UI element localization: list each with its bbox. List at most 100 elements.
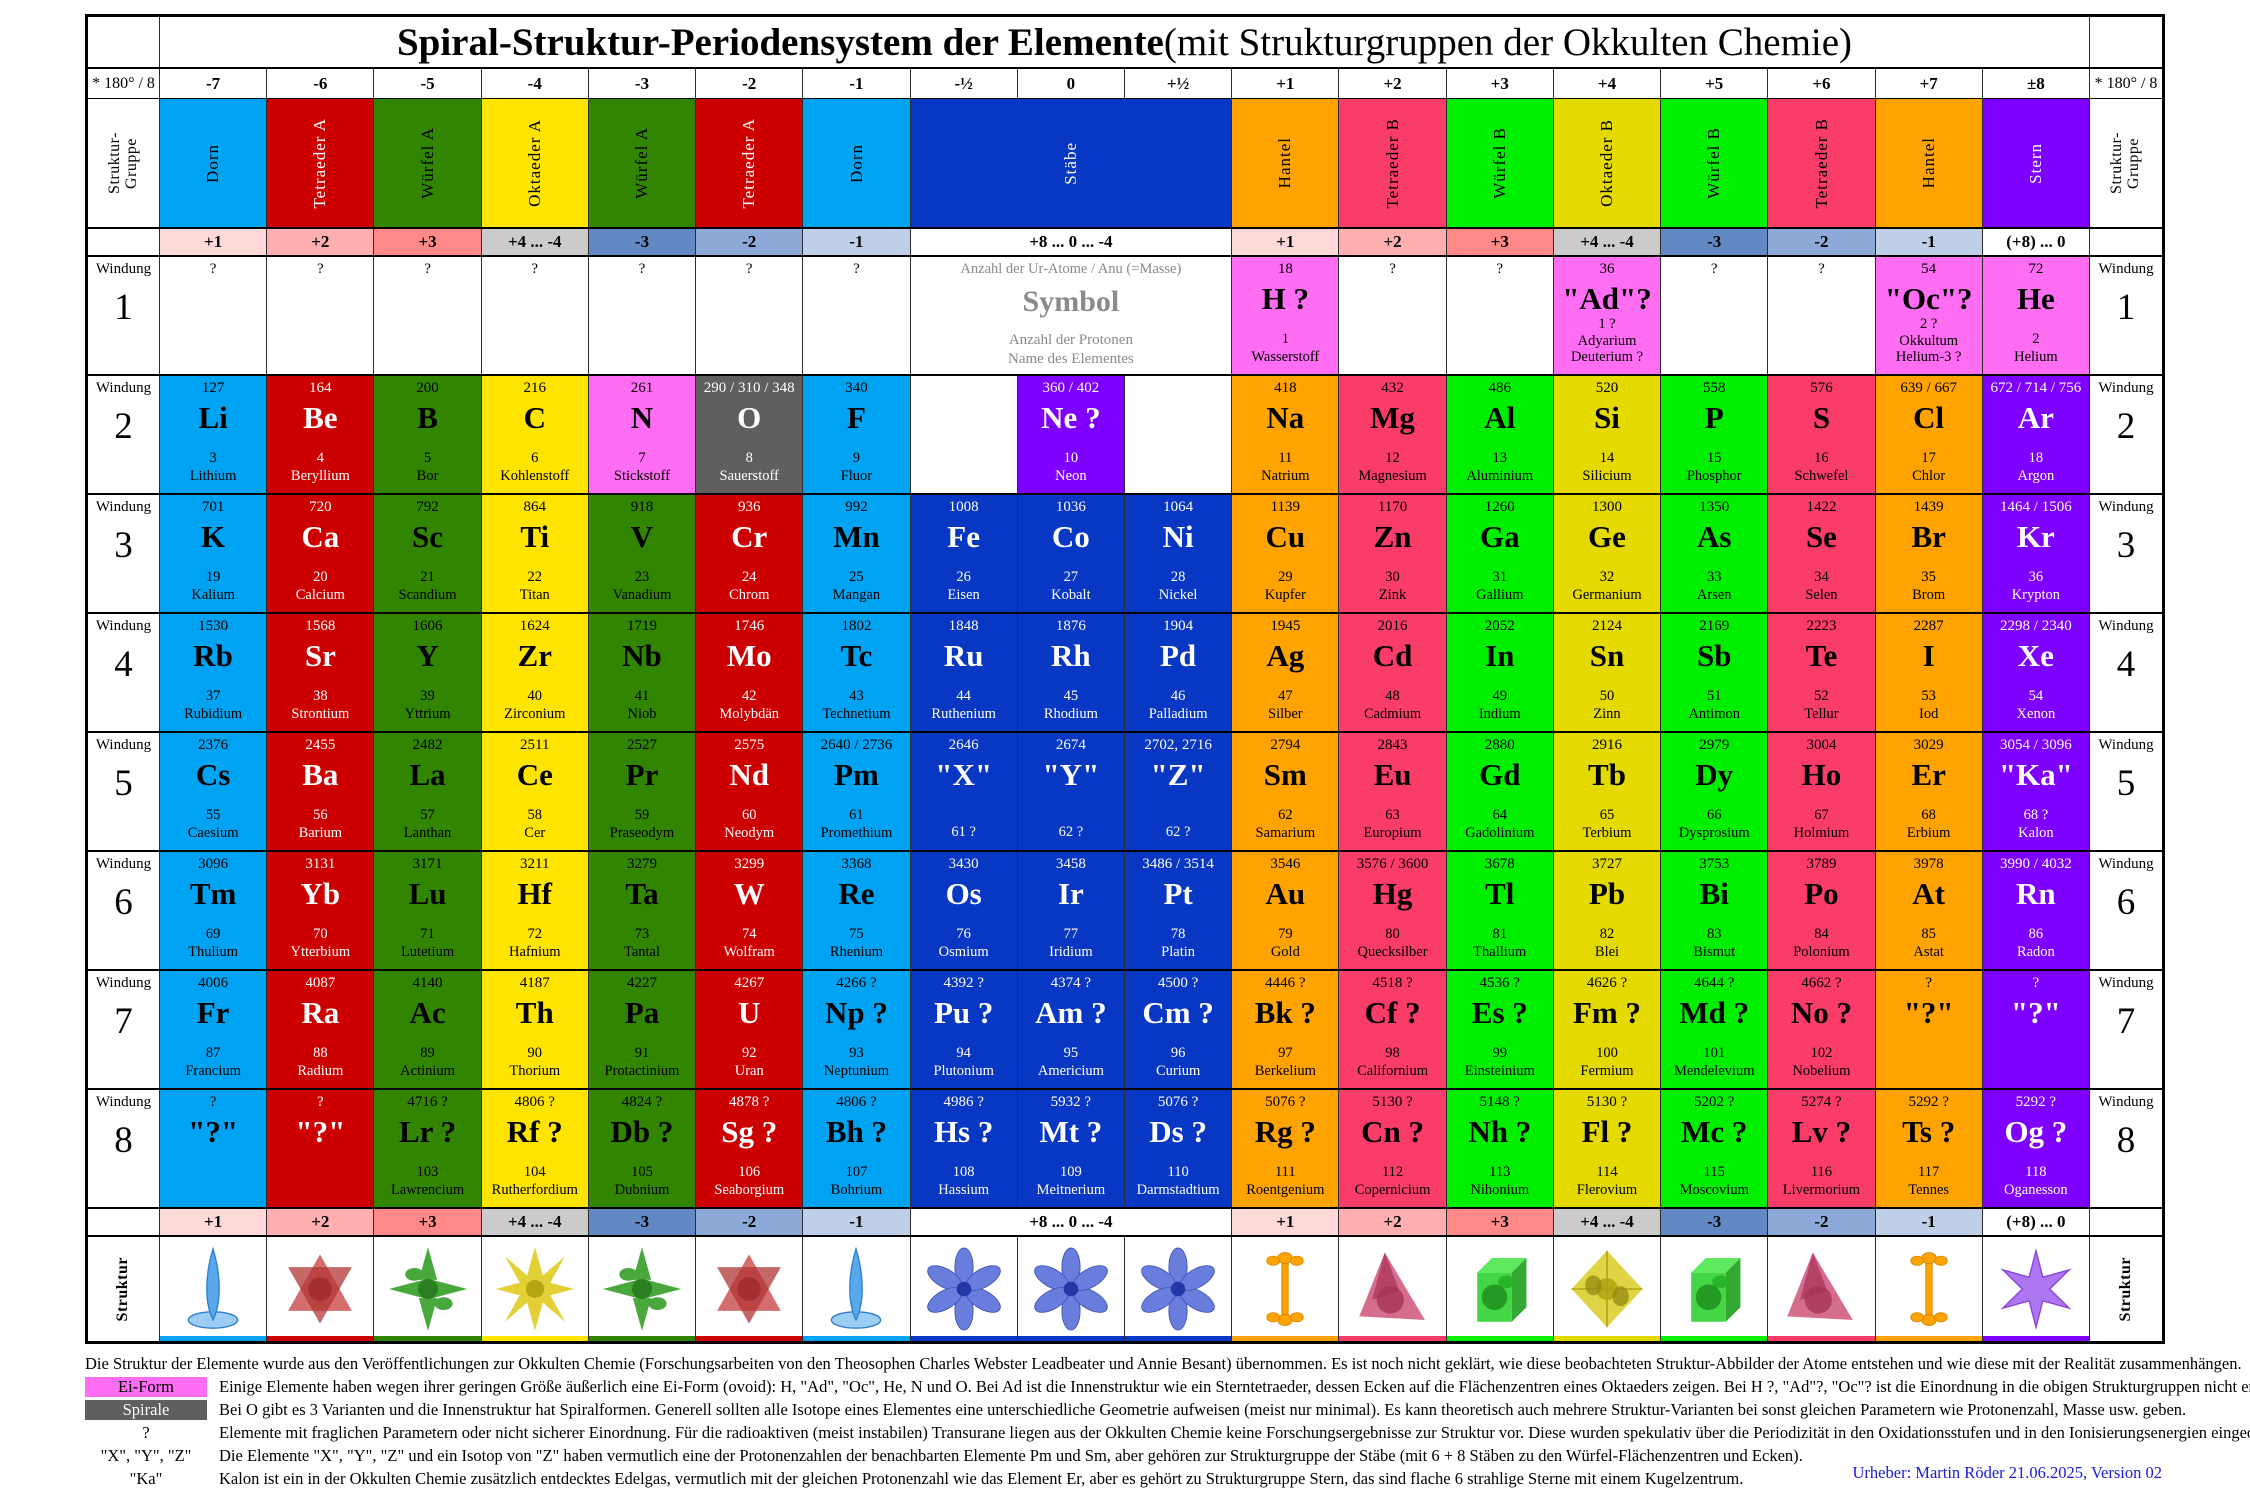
element-symbol: Mg <box>1370 400 1415 435</box>
windung-label-left: Windung 6 <box>88 852 160 969</box>
windung-number: 4 <box>114 644 133 685</box>
element-name: Schwefel <box>1794 467 1849 484</box>
element-protons: 35 <box>1921 569 1936 586</box>
element-cell-Ga: 1260 Ga 31 Gallium <box>1446 495 1554 612</box>
element-symbol: In <box>1485 638 1515 673</box>
angle-label: +7 <box>1876 69 1983 98</box>
group-label: Würfel B <box>1704 127 1724 199</box>
element-cell-Fl?: 5130 ? Fl ? 114 Flerovium <box>1553 1090 1662 1207</box>
element-mass: 164 <box>309 380 332 396</box>
element-name: Polonium <box>1793 943 1850 960</box>
element-mass: 5274 ? <box>1801 1094 1842 1110</box>
windung-number: 2 <box>2116 406 2136 447</box>
element-symbol: Ga <box>1479 519 1520 554</box>
element-name: Thorium <box>509 1062 561 1079</box>
legend-line: ? Elemente mit fraglichen Parametern oder… <box>85 1421 2250 1444</box>
element-protons: 5 <box>423 450 432 467</box>
element-protons: 97 <box>1278 1045 1293 1062</box>
element-mass: 3029 <box>1913 737 1944 753</box>
element-symbol: Nd <box>729 757 770 792</box>
element-symbol: Xe <box>2017 638 2054 673</box>
element-mass: 72 <box>2028 261 2044 277</box>
element-cell-V: 918 V 23 Vanadium <box>588 495 697 612</box>
group-header-wuerfelA: Würfel A <box>588 99 697 227</box>
element-cell-Ds?: 5076 ? Ds ? 110 Darmstadtium <box>1124 1090 1233 1207</box>
charge-cell: +3 <box>374 229 482 255</box>
element-symbol: Gd <box>1479 757 1521 792</box>
element-mass: 4806 ? <box>836 1094 877 1110</box>
windung-label-left: Windung 1 <box>88 257 160 374</box>
element-protons: 99 <box>1492 1045 1508 1062</box>
element-symbol: "?" <box>2010 995 2061 1030</box>
charge-cell: +8 ... 0 ... -4 <box>910 229 1233 255</box>
element-cell-Cs: 2376 Cs 55 Caesium <box>160 733 268 850</box>
element-mass: 2702, 2716 <box>1144 737 1212 753</box>
charge-cell: +3 <box>374 1209 482 1235</box>
charge-cell: +8 ... 0 ... -4 <box>910 1209 1233 1235</box>
charge-cell: +3 <box>1446 1209 1554 1235</box>
element-cell-I: 2287 I 53 Iod <box>1875 614 1983 731</box>
element-mass: 1802 <box>841 618 872 634</box>
structure-underline <box>1124 1336 1232 1341</box>
element-protons: 103 <box>416 1164 439 1181</box>
structure-underline <box>1017 1336 1124 1341</box>
element-mass: 3211 <box>520 856 550 872</box>
element-name: Gadolinium <box>1465 824 1535 841</box>
element-symbol: La <box>409 757 446 792</box>
element-name: Darmstadtium <box>1136 1181 1220 1198</box>
element-symbol: Os <box>945 876 982 911</box>
element-mass: 4626 ? <box>1586 975 1628 991</box>
element-symbol: B <box>417 400 438 435</box>
windung-number: 1 <box>114 287 133 328</box>
element-cell-Yb: 3131 Yb 70 Ytterbium <box>267 852 375 969</box>
element-name: Adyarium Deuterium ? <box>1570 332 1644 366</box>
element-protons: 20 <box>313 569 328 586</box>
element-cell-Cm?: 4500 ? Cm ? 96 Curium <box>1124 971 1233 1088</box>
element-name: Helium <box>2014 348 2058 365</box>
mass-only-cell: ? <box>267 257 375 374</box>
struct-side-label-right: Struktur <box>2090 1237 2162 1341</box>
table-row: Windung 5 2376 Cs 55 Caesium 2455 Ba 56 Barium 248… <box>88 733 2162 852</box>
element-symbol: Y <box>416 638 439 673</box>
group-header-hantel: Hantel <box>1875 99 1983 227</box>
element-name: Gallium <box>1476 586 1524 603</box>
element-name: Neon <box>1055 467 1087 484</box>
group-header-staebe: Stäbe <box>910 99 1233 227</box>
element-symbol: Te <box>1805 638 1838 673</box>
windung-label-right: Windung 4 <box>2089 614 2162 731</box>
element-symbol: Cu <box>1265 519 1306 554</box>
element-cell-Ca: 720 Ca 20 Calcium <box>267 495 375 612</box>
title-subtitle: (mit Strukturgruppen der Okkulten Chemie… <box>1163 20 1853 64</box>
element-cell-Cf?: 4518 ? Cf ? 98 Californium <box>1339 971 1447 1088</box>
element-mass: 216 <box>523 380 547 396</box>
windung-number: 8 <box>114 1120 133 1161</box>
legend-line: Die Struktur der Elemente wurde aus den … <box>85 1352 2242 1375</box>
angle-label: -4 <box>482 69 589 98</box>
windung-number: 1 <box>2116 287 2136 328</box>
element-mass: 3753 <box>1699 856 1730 872</box>
element-cell-Co: 1036 Co 27 Kobalt <box>1017 495 1125 612</box>
element-mass: 3486 / 3514 <box>1142 856 1214 872</box>
legend-text: Kalon ist ein in der Okkulten Chemie zus… <box>219 1468 1744 1488</box>
element-protons: 23 <box>634 569 650 586</box>
element-cell-Pr: 2527 Pr 59 Praseodym <box>588 733 697 850</box>
element-protons: 91 <box>634 1045 650 1062</box>
group-header-oktB: Oktaeder B <box>1553 99 1662 227</box>
element-symbol: Li <box>198 400 228 435</box>
element-name: Bismut <box>1693 943 1736 960</box>
element-name: Nihonium <box>1470 1181 1530 1198</box>
angle-label: +2 <box>1339 69 1447 98</box>
element-mass: 4446 ? <box>1265 975 1306 991</box>
element-name: Thallium <box>1473 943 1527 960</box>
struct-side-label-left: Struktur <box>88 1237 160 1341</box>
element-protons: 116 <box>1810 1164 1833 1181</box>
element-cell-Rh: 1876 Rh 45 Rhodium <box>1017 614 1125 731</box>
element-protons: 114 <box>1596 1164 1618 1181</box>
element-cell-Ta: 3279 Ta 73 Tantal <box>588 852 697 969</box>
element-mass: 4087 <box>305 975 336 991</box>
charge-corner-right <box>2090 1209 2162 1235</box>
element-symbol: S <box>1812 400 1831 435</box>
element-cell-Np?: 4266 ? Np ? 93 Neptunium <box>803 971 911 1088</box>
element-mass: 1464 / 1506 <box>2000 499 2072 515</box>
element-name: Calcium <box>295 586 345 603</box>
